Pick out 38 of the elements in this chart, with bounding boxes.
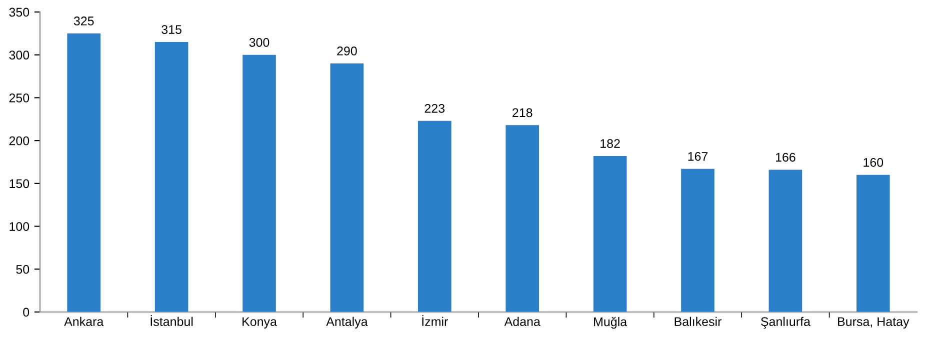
bar [154,42,188,312]
data-label: 290 [337,46,357,56]
y-tick-label: 350 [9,8,30,17]
bar [681,168,714,312]
data-label: 182 [600,139,620,148]
x-tick-label: Bursa, Hatay [838,317,910,329]
bar [506,125,540,312]
bar [418,120,452,312]
y-tick-label: 150 [10,179,30,188]
y-tick-label: 50 [16,264,30,274]
bar [242,54,276,312]
y-tick-label: 100 [10,222,30,231]
y-tick-label: 250 [9,94,30,102]
data-label: 218 [512,108,532,118]
y-tick-label: 300 [9,50,30,60]
x-tick-label: Şanlıurfa [761,316,810,329]
x-tick-label: Balıkesir [674,316,722,326]
x-tick-label: Muğla [594,316,628,329]
x-tick-label: İzmir [422,315,448,326]
bar [330,63,364,312]
bar [856,174,890,312]
data-label: 167 [688,152,708,161]
data-label: 315 [162,25,182,34]
x-tick-label: Ankara [64,316,104,326]
y-tick-label: 0 [23,308,30,317]
x-tick-label: İstanbul [150,315,193,326]
data-label: 300 [249,38,270,47]
y-tick-label: 200 [9,136,30,146]
data-label: 160 [864,158,884,167]
data-label: 223 [424,104,445,113]
bar [593,156,627,312]
data-label: 325 [74,16,94,26]
bar [67,33,101,312]
data-label: 166 [776,152,796,162]
x-tick-label: Antalya [326,316,368,329]
x-tick-label: Konya [242,317,277,329]
bar [768,170,802,312]
x-tick-label: Adana [504,316,540,326]
